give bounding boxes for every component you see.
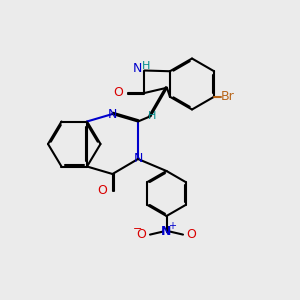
Text: N: N xyxy=(108,107,117,121)
Text: −: − xyxy=(133,224,142,234)
Text: O: O xyxy=(97,184,107,197)
Text: N: N xyxy=(161,225,172,238)
Text: N: N xyxy=(133,152,143,166)
Text: H: H xyxy=(142,61,150,71)
Text: O: O xyxy=(187,228,196,241)
Text: O: O xyxy=(137,228,146,241)
Text: H: H xyxy=(148,111,156,121)
Text: N: N xyxy=(133,62,142,76)
Text: Br: Br xyxy=(221,90,235,103)
Text: +: + xyxy=(168,221,176,231)
Text: O: O xyxy=(113,86,123,100)
